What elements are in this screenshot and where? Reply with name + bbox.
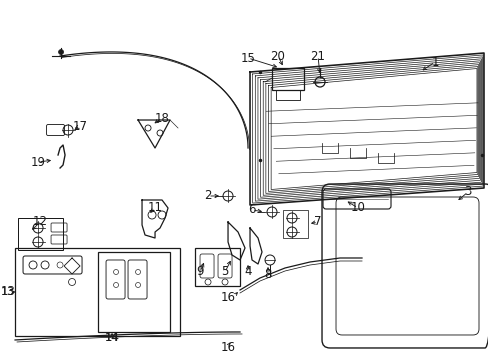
Text: 21: 21: [310, 50, 325, 63]
Text: 4: 4: [244, 265, 251, 279]
Text: 9: 9: [196, 265, 203, 279]
Text: 1: 1: [430, 55, 438, 68]
Bar: [195, 248, 240, 286]
Text: 8: 8: [264, 269, 271, 282]
Circle shape: [59, 50, 63, 54]
Text: 12: 12: [33, 216, 47, 229]
Text: 17: 17: [72, 120, 87, 132]
Text: 5: 5: [221, 265, 228, 279]
Text: 19: 19: [30, 156, 45, 168]
Bar: [275, 90, 300, 100]
Text: 6: 6: [248, 203, 255, 216]
Text: 3: 3: [464, 185, 471, 198]
Text: 14: 14: [105, 333, 119, 343]
Text: 13: 13: [0, 285, 16, 298]
Text: 11: 11: [147, 202, 162, 215]
Text: 13: 13: [1, 287, 15, 297]
Text: 7: 7: [314, 216, 321, 229]
Bar: [283, 210, 307, 238]
Bar: [15, 248, 180, 336]
Text: 10: 10: [350, 202, 365, 215]
Text: 18: 18: [154, 112, 169, 125]
Text: 2: 2: [204, 189, 211, 202]
Bar: [18, 218, 63, 250]
Text: 16: 16: [220, 342, 235, 355]
Bar: [271, 68, 304, 90]
Text: 15: 15: [240, 51, 255, 64]
Text: 14: 14: [104, 332, 119, 345]
Text: 20: 20: [270, 50, 285, 63]
Bar: [98, 252, 170, 332]
Text: 16: 16: [220, 292, 235, 305]
